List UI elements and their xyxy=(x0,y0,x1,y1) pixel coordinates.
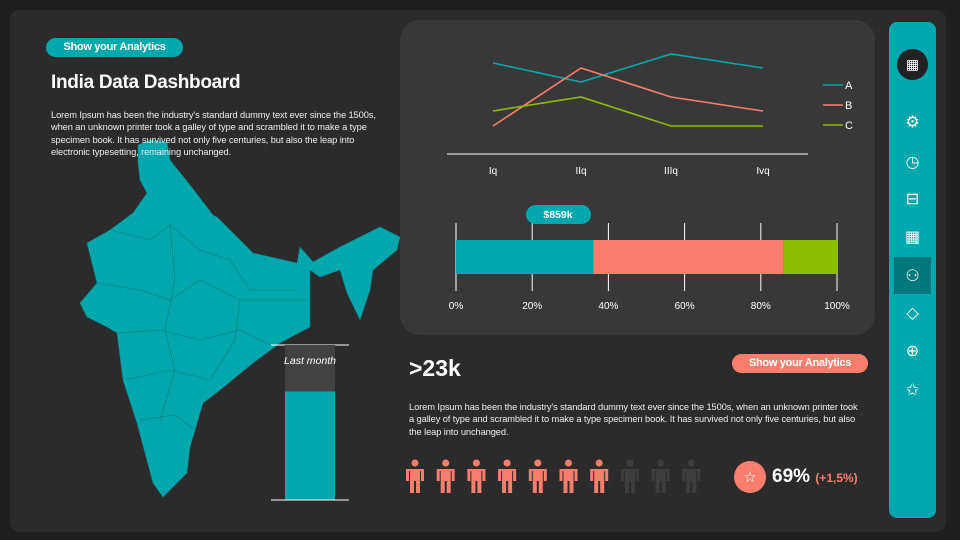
sidebar-item-users[interactable]: ⚇ xyxy=(894,257,931,294)
x-tick-label: 100% xyxy=(824,301,850,312)
annotation-pill xyxy=(526,205,591,224)
users-icon: ⚇ xyxy=(905,266,920,285)
percent-change: (+1,5%) xyxy=(815,471,858,485)
person-icon xyxy=(467,459,486,493)
rating-badge: ☆ xyxy=(734,461,766,493)
clock-icon: ◷ xyxy=(905,152,920,171)
charts-svg: Iq IIq IIIq Ivq ABC 0% 20% 40% 60% 80% 100% $859k xyxy=(447,53,853,312)
show-analytics-button-2[interactable]: Show your Analytics xyxy=(732,354,868,373)
india-map: Last month xyxy=(79,139,401,501)
gear-icon: ⚙ xyxy=(905,112,920,131)
person-icon xyxy=(620,459,639,493)
sidebar: ▦ ⚙ ◷ ⊟ ▦ ⚇ ◇ ⊕ ✩ xyxy=(889,22,936,518)
x-tick-label: IIIq xyxy=(664,166,678,177)
bar-annotation: $859k xyxy=(543,209,572,221)
series-line-B xyxy=(492,67,764,127)
sidebar-item-zoom-in[interactable]: ⊕ xyxy=(889,332,936,369)
intro-text: Lorem Ipsum has been the industry's stan… xyxy=(51,110,376,157)
percent-value: 69% (+1,5%) xyxy=(772,466,858,488)
page-title: India Data Dashboard xyxy=(51,72,241,93)
sidebar-item-calendar[interactable]: ▦ xyxy=(889,218,936,255)
briefcase-icon: ⊟ xyxy=(905,189,920,208)
x-tick-label: 20% xyxy=(522,301,542,312)
sidebar-item-star[interactable]: ✩ xyxy=(889,371,936,408)
series-line-C xyxy=(492,96,763,127)
person-icon xyxy=(682,459,701,493)
person-icon xyxy=(406,459,424,493)
people-row xyxy=(406,459,701,493)
calendar-icon: ▦ xyxy=(904,227,921,246)
show-analytics-button[interactable]: Show your Analytics xyxy=(46,38,183,57)
legend-label: A xyxy=(845,80,853,92)
stats-text: Lorem Ipsum has been the industry's stan… xyxy=(409,402,858,437)
x-tick-label: Iq xyxy=(489,166,497,177)
x-tick-label: 80% xyxy=(751,301,771,312)
sidebar-item-diamond[interactable]: ◇ xyxy=(889,294,936,331)
bar-segment xyxy=(783,240,837,274)
x-tick-label: 40% xyxy=(598,301,618,312)
india-map-shape xyxy=(79,139,401,498)
calendar-icon: ▦ xyxy=(897,49,928,80)
sidebar-item-clock[interactable]: ◷ xyxy=(889,143,936,180)
percent: 69% xyxy=(772,466,811,487)
x-tick-label: 60% xyxy=(675,301,695,312)
diamond-icon: ◇ xyxy=(906,303,919,322)
sidebar-item-gear[interactable]: ⚙ xyxy=(889,103,936,140)
big-number: >23k xyxy=(409,355,461,381)
x-tick-label: 0% xyxy=(449,301,464,312)
series-line-A xyxy=(492,53,764,83)
person-icon xyxy=(498,459,517,493)
person-icon xyxy=(590,459,609,493)
gauge-fill xyxy=(285,391,335,500)
legend-label: C xyxy=(845,120,853,132)
x-tick-label: IIq xyxy=(575,166,586,177)
bar-segment xyxy=(593,240,784,274)
person-icon xyxy=(651,459,670,493)
zoom-in-icon: ⊕ xyxy=(905,341,920,360)
gauge-label: Last month xyxy=(284,355,336,367)
legend-label: B xyxy=(845,100,852,112)
star-icon: ☆ xyxy=(743,469,757,486)
sidebar-item-calendar[interactable]: ▦ xyxy=(889,46,936,83)
state-borders xyxy=(96,224,310,431)
person-icon xyxy=(559,459,578,493)
person-icon xyxy=(436,459,455,493)
person-icon xyxy=(528,459,547,493)
x-tick-label: Ivq xyxy=(756,166,769,177)
star-icon: ✩ xyxy=(905,380,920,399)
sidebar-item-briefcase[interactable]: ⊟ xyxy=(889,180,936,217)
bar-segment xyxy=(456,240,594,274)
chart-card: Iq IIq IIIq Ivq A B C 0% 20% 40% 60% 80% 100% $859k xyxy=(400,20,875,335)
